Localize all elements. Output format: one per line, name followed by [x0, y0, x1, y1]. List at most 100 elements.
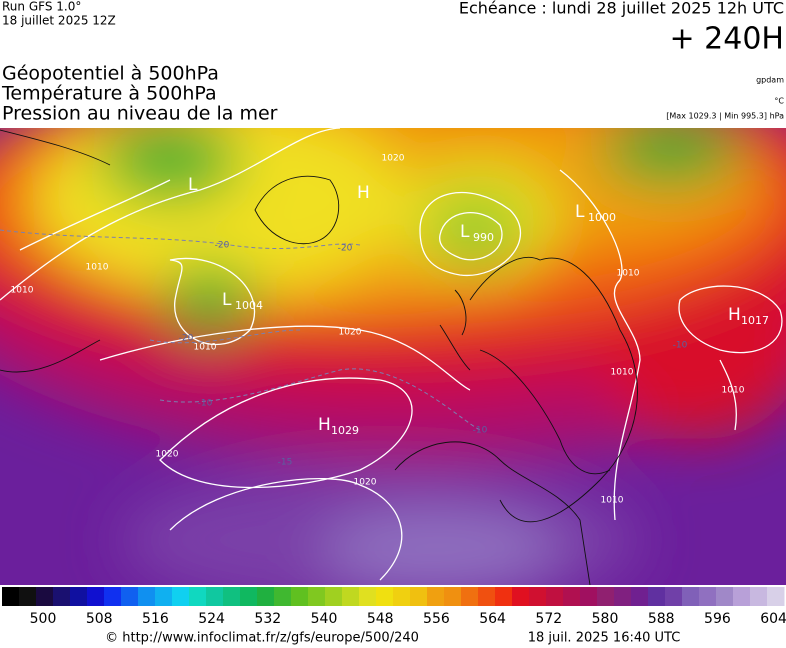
center-letter: H [318, 415, 331, 435]
isotherm-label: -20 [215, 241, 230, 251]
scale-label: 540 [311, 611, 338, 627]
scale-swatch [325, 587, 343, 606]
isotherm-label: -15 [278, 458, 293, 468]
scale-swatch [410, 587, 428, 606]
isotherm-label: -10 [198, 399, 213, 409]
isotherm-label: -20 [338, 244, 353, 254]
scale-swatch [104, 587, 122, 606]
center-letter: L [222, 290, 232, 310]
isobar-label: 1010 [11, 286, 34, 296]
scale-swatch [19, 587, 37, 606]
color-scale: 500 508 516 524 532 540 548 556 564 572 580 588 596 6… [2, 587, 786, 627]
isobars [0, 128, 783, 581]
scale-swatch [461, 587, 479, 606]
scale-swatch [427, 587, 445, 606]
isobar-label: 1020 [156, 450, 179, 460]
scale-label: 556 [423, 611, 450, 627]
isotherms [0, 229, 481, 431]
scale-swatch [87, 587, 105, 606]
center-value: 1017 [741, 314, 769, 327]
scale-label: 588 [648, 611, 675, 627]
scale-swatch [376, 587, 394, 606]
scale-swatch [631, 587, 649, 606]
scale-swatch [206, 587, 224, 606]
isobar-label: 1010 [86, 263, 109, 273]
scale-swatch [563, 587, 581, 606]
scale-swatch [767, 587, 785, 606]
scale-swatch [716, 587, 734, 606]
run-date: 18 juillet 2025 12Z [2, 14, 116, 28]
scale-swatch [546, 587, 564, 606]
center-value: 1000 [588, 211, 616, 224]
scale-label: 516 [142, 611, 169, 627]
scale-swatch [597, 587, 615, 606]
scale-swatch [2, 587, 20, 606]
scale-swatch [580, 587, 598, 606]
isobar-label: 1010 [611, 368, 634, 378]
scale-swatch [359, 587, 377, 606]
scale-swatch [393, 587, 411, 606]
scale-swatch [444, 587, 462, 606]
field-name: Géopotentiel à 500hPa [2, 63, 219, 85]
center-letter: H [357, 183, 370, 203]
scale-swatch [750, 587, 768, 606]
scale-label: 596 [704, 611, 731, 627]
center-letter: H [728, 305, 741, 325]
scale-swatch [53, 587, 71, 606]
isobar-label: 1010 [617, 269, 640, 279]
scale-swatch [121, 587, 139, 606]
scale-swatch [172, 587, 190, 606]
isobar-label: 1010 [194, 343, 217, 353]
scale-swatch [682, 587, 700, 606]
scale-swatch [257, 587, 275, 606]
scale-swatch [495, 587, 513, 606]
scale-swatch [240, 587, 258, 606]
scale-swatch [699, 587, 717, 606]
scale-label: 508 [86, 611, 113, 627]
scale-label: 604 [760, 611, 786, 627]
scale-label: 532 [254, 611, 281, 627]
center-value: 990 [473, 231, 494, 244]
run-label: Run GFS 1.0° [2, 0, 81, 14]
scale-swatch [512, 587, 530, 606]
scale-swatch [308, 587, 326, 606]
scale-swatch [733, 587, 751, 606]
valid-time: Echéance : lundi 28 juillet 2025 12h UTC [459, 0, 784, 18]
scale-label: 580 [592, 611, 619, 627]
source: © http://www.infoclimat.fr/z/gfs/europe/… [105, 631, 419, 646]
scale-swatch [342, 587, 360, 606]
scale-swatch [478, 587, 496, 606]
pressure-range: [Max 1029.3 | Min 995.3] hPa [666, 112, 784, 121]
field-name: Température à 500hPa [1, 83, 217, 105]
scale-label: 564 [479, 611, 506, 627]
center-value: 1029 [331, 424, 359, 437]
scale-swatch [291, 587, 309, 606]
lead-time: + 240H [670, 22, 785, 57]
scale-swatch [70, 587, 88, 606]
center-letter: L [575, 202, 585, 222]
isobar-label: 1020 [339, 328, 362, 338]
scale-label: 524 [198, 611, 225, 627]
scale-swatch [648, 587, 666, 606]
isotherm-label: -10 [673, 341, 688, 351]
unit: °C [774, 97, 784, 106]
center-value: 1004 [235, 299, 263, 312]
scale-swatch [155, 587, 173, 606]
isotherm-label: -10 [473, 426, 488, 436]
scale-label: 548 [367, 611, 394, 627]
isobar-label: 1010 [601, 496, 624, 506]
scale-swatch [36, 587, 54, 606]
scale-label: 500 [30, 611, 57, 627]
scale-swatch [665, 587, 683, 606]
scale-swatch [223, 587, 241, 606]
scale-swatch [614, 587, 632, 606]
scale-swatch [529, 587, 547, 606]
isobar-label: 1020 [354, 478, 377, 488]
center-letter: L [188, 175, 198, 195]
isotherm-label: -20 [179, 334, 194, 344]
center-letter: L [460, 222, 470, 242]
scale-swatch [138, 587, 156, 606]
